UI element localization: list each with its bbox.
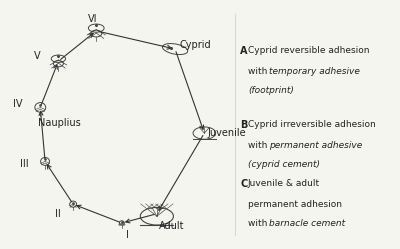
Text: I: I	[126, 230, 129, 240]
Text: (cyprid cement): (cyprid cement)	[248, 160, 320, 169]
Text: barnacle cement: barnacle cement	[269, 219, 345, 228]
Text: Juvenile: Juvenile	[208, 128, 246, 138]
Text: A: A	[240, 46, 248, 56]
Text: Cyprid irreversible adhesion: Cyprid irreversible adhesion	[248, 120, 376, 128]
Text: V: V	[34, 51, 41, 61]
Text: with: with	[248, 67, 270, 76]
Text: temporary adhesive: temporary adhesive	[269, 67, 360, 76]
Text: IV: IV	[13, 99, 22, 109]
Text: VI: VI	[88, 13, 97, 23]
Text: Cyprid reversible adhesion: Cyprid reversible adhesion	[248, 46, 370, 55]
Text: Juvenile & adult: Juvenile & adult	[248, 179, 320, 188]
Text: III: III	[20, 159, 29, 169]
Text: (footprint): (footprint)	[248, 86, 294, 95]
Text: with: with	[248, 219, 270, 228]
Text: permanent adhesion: permanent adhesion	[248, 200, 342, 209]
Text: permanent adhesive: permanent adhesive	[269, 140, 362, 149]
Text: C: C	[240, 179, 248, 189]
Text: Adult: Adult	[159, 221, 185, 231]
Text: Cyprid: Cyprid	[180, 40, 212, 50]
Text: Nauplius: Nauplius	[38, 118, 81, 128]
Text: II: II	[55, 209, 61, 219]
Text: with: with	[248, 140, 270, 149]
Text: B: B	[240, 120, 248, 129]
